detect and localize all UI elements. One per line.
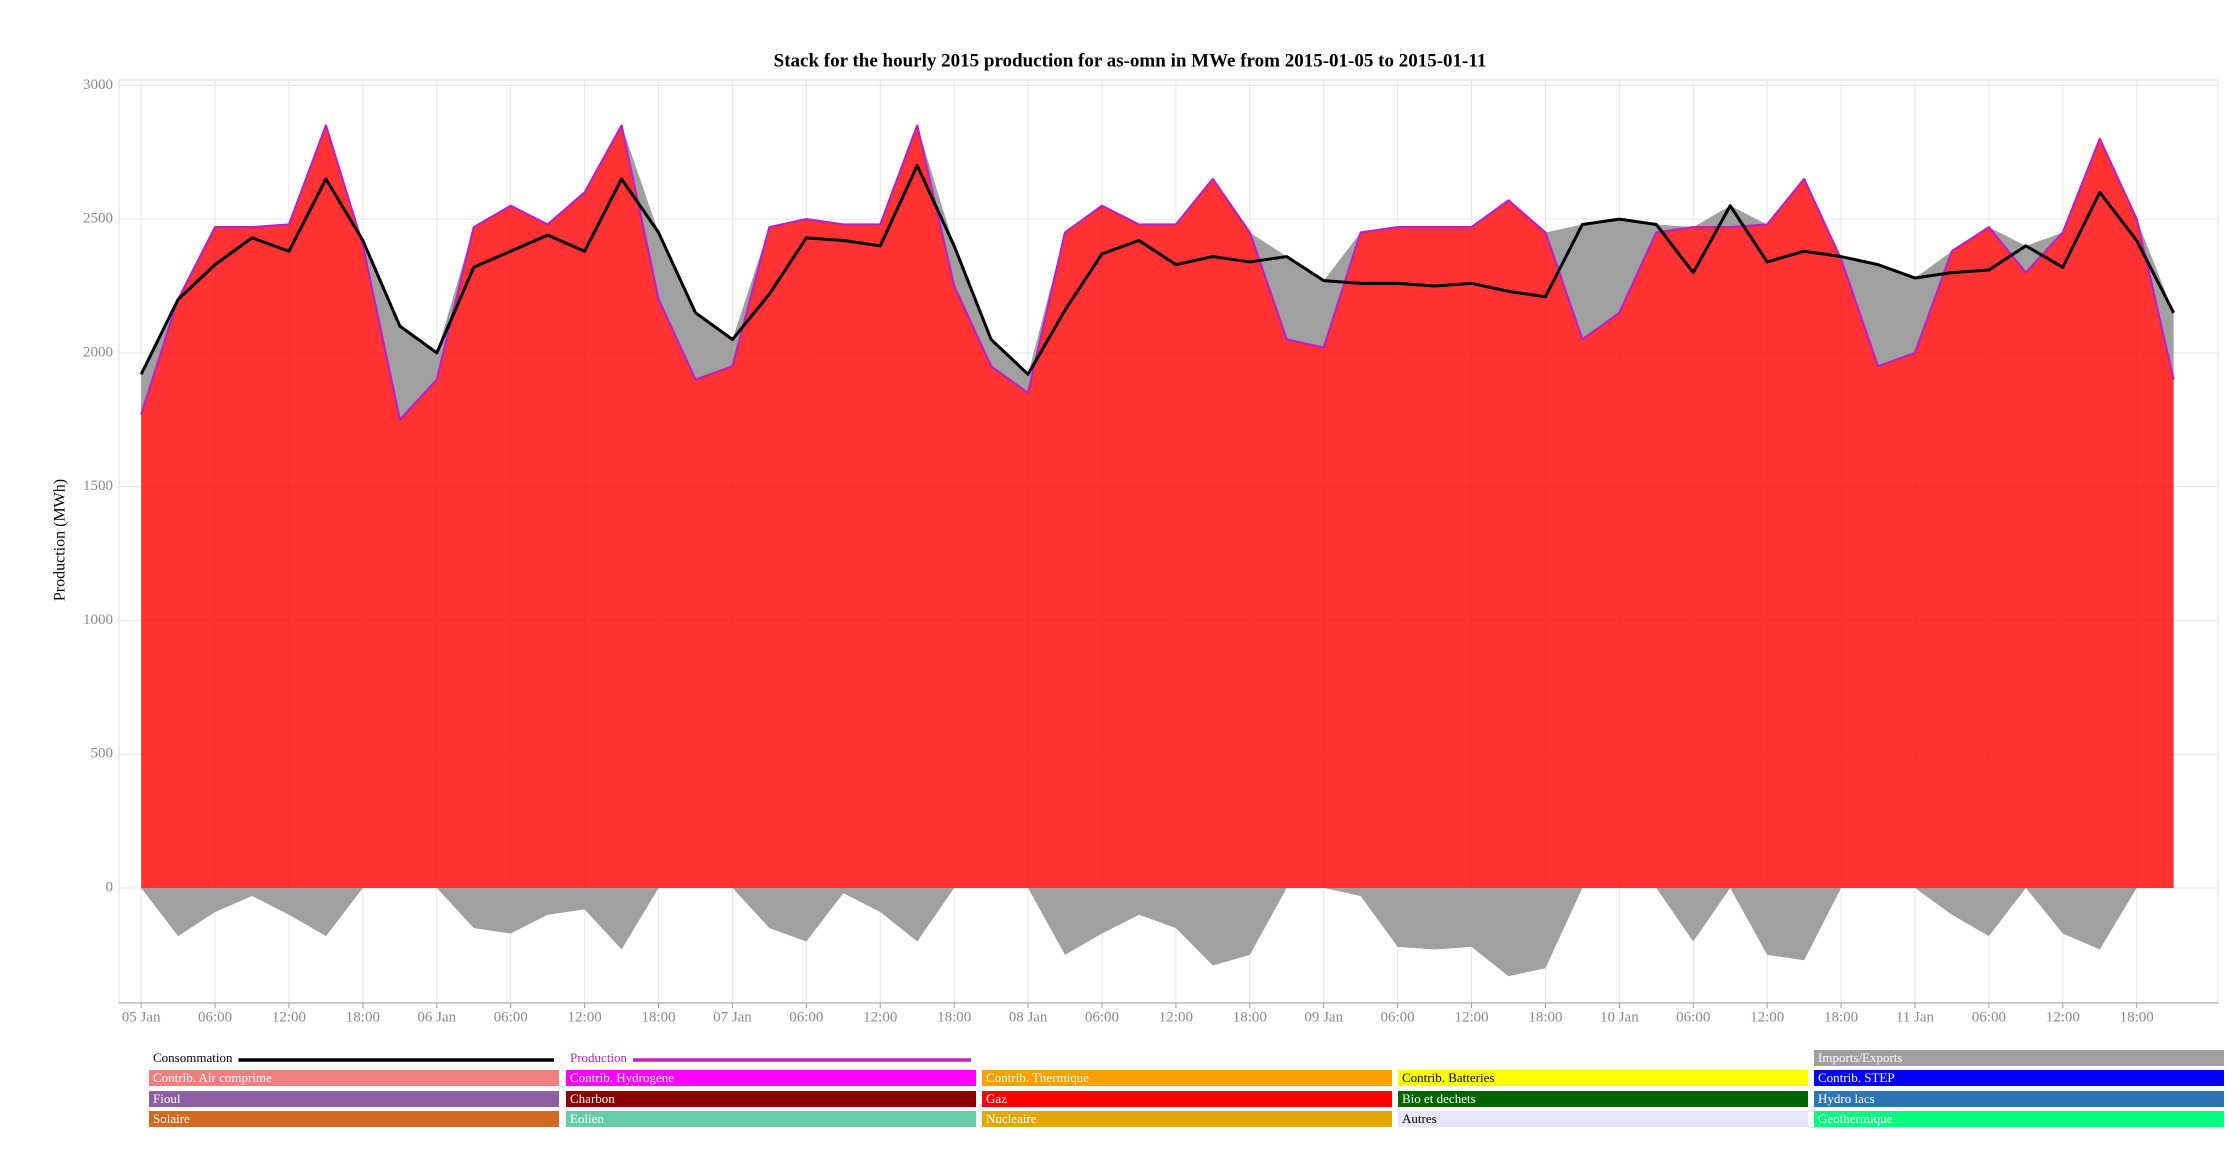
y-tick-label: 1500 [83,478,113,494]
legend-swatch[interactable] [982,1070,1392,1086]
x-tick-label: 12:00 [1454,1009,1488,1025]
y-tick-label: 3000 [83,77,113,93]
legend-label: Production [570,1050,628,1065]
y-tick-label: 2500 [83,211,113,227]
legend-label: Contrib. Batteries [1402,1070,1494,1085]
area-negative [141,887,2174,977]
legend-label: Bio et dechets [1402,1091,1476,1106]
x-tick-label: 06:00 [1381,1009,1415,1025]
chart-title: Stack for the hourly 2015 production for… [774,50,1487,71]
x-tick-label: 06:00 [1972,1009,2006,1025]
legend-swatch[interactable] [1814,1070,2224,1086]
legend-swatch[interactable] [566,1111,976,1127]
x-tick-label: 18:00 [1528,1009,1562,1025]
legend-label: Consommation [153,1050,233,1065]
x-tick-label: 06:00 [494,1009,528,1025]
y-axis-label: Production (MWh) [52,479,69,601]
legend-label: Nucleaire [986,1111,1037,1126]
x-tick-label: 18:00 [937,1009,971,1025]
legend-swatch[interactable] [149,1070,559,1086]
legend-label: Contrib. Hydrogene [570,1070,674,1085]
y-tick-label: 500 [91,746,114,762]
legend-label: Gaz [986,1091,1007,1106]
x-tick-label: 18:00 [641,1009,675,1025]
legend-label: Imports/Exports [1818,1050,1903,1065]
x-tick-label: 05 Jan [122,1009,161,1025]
legend-label: Contrib. Air comprime [153,1070,272,1085]
x-tick-label: 11 Jan [1896,1009,1935,1025]
legend-label: Contrib. Thermique [986,1070,1089,1085]
legend-swatch[interactable] [1398,1111,1808,1127]
x-tick-label: 06:00 [1085,1009,1119,1025]
area [141,125,2174,888]
legend-swatch[interactable] [1814,1091,2224,1107]
legend-label: Contrib. STEP [1818,1070,1895,1085]
x-tick-label: 12:00 [272,1009,306,1025]
x-tick-label: 18:00 [2120,1009,2154,1025]
line [140,124,2175,421]
x-tick-label: 07 Jan [713,1009,752,1025]
legend-swatch[interactable] [982,1091,1392,1107]
x-tick-label: 12:00 [1750,1009,1784,1025]
x-tick-label: 09 Jan [1304,1009,1343,1025]
legend-label: Solaire [153,1111,190,1126]
y-tick-label: 1000 [83,612,113,628]
x-tick-label: 06:00 [1676,1009,1710,1025]
legend-swatch[interactable] [1814,1111,2224,1127]
x-tick-label: 06:00 [198,1009,232,1025]
legend-swatch[interactable] [982,1111,1392,1127]
x-tick-label: 06 Jan [417,1009,456,1025]
legend-swatch[interactable] [566,1070,976,1086]
legend-label: Fioul [153,1091,181,1106]
x-tick-label: 06:00 [789,1009,823,1025]
line [139,164,2175,376]
x-tick-label: 18:00 [346,1009,380,1025]
legend-swatch[interactable] [1398,1070,1808,1086]
legend-label: Hydro lacs [1818,1091,1875,1106]
x-tick-label: 12:00 [568,1009,602,1025]
legend-label: Autres [1402,1111,1437,1126]
x-tick-label: 12:00 [863,1009,897,1025]
x-tick-label: 18:00 [1824,1009,1858,1025]
legend-swatch[interactable] [149,1111,559,1127]
x-tick-label: 12:00 [1159,1009,1193,1025]
x-tick-label: 18:00 [1233,1009,1267,1025]
legend-swatch[interactable] [1814,1050,2224,1066]
legend-label: Eolien [570,1111,604,1126]
y-tick-label: 0 [106,879,114,895]
legend-swatch[interactable] [566,1091,976,1107]
legend-label: Charbon [570,1091,615,1106]
legend-label: Geothermique [1818,1111,1893,1126]
x-tick-label: 10 Jan [1600,1009,1639,1025]
x-tick-label: 08 Jan [1009,1009,1048,1025]
x-tick-label: 12:00 [2046,1009,2080,1025]
legend-swatch[interactable] [149,1091,559,1107]
y-tick-label: 2000 [83,344,113,360]
legend-swatch[interactable] [1398,1091,1808,1107]
